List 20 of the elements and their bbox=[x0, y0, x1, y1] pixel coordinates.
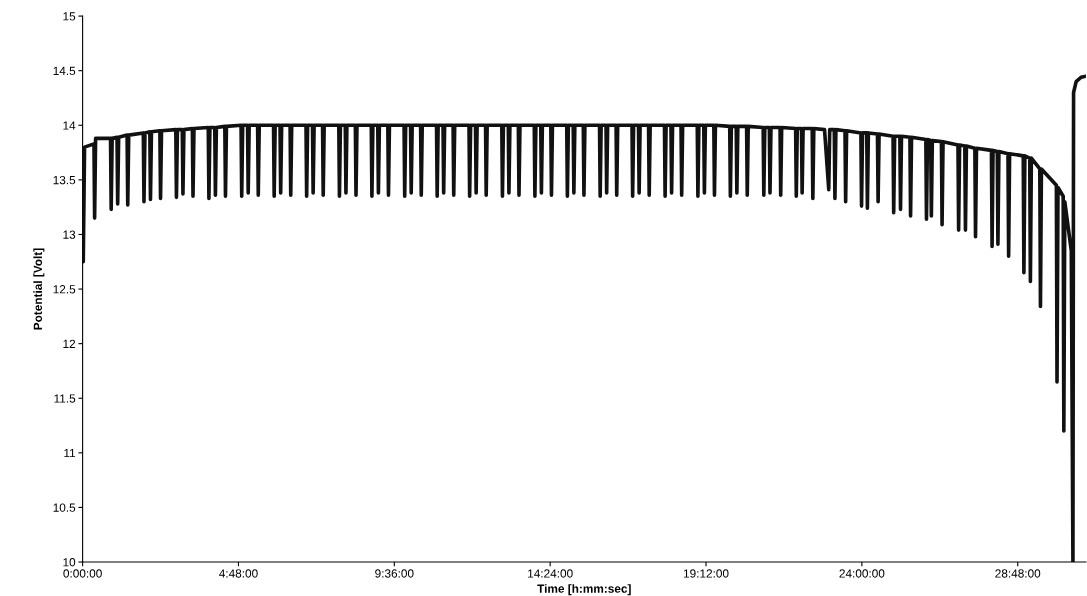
x-tick-label: 4:48:00 bbox=[219, 569, 258, 578]
y-tick-label: 13.5 bbox=[53, 175, 76, 185]
y-tick-label: 10 bbox=[63, 558, 76, 567]
x-axis-title: Time [h:mm:sec] bbox=[537, 584, 631, 596]
y-axis-title: Potential [Volt] bbox=[33, 248, 45, 330]
x-tick-label: 0:00:00 bbox=[63, 569, 102, 578]
y-tick-label: 10.5 bbox=[53, 503, 76, 512]
x-tick-label: 28:48:00 bbox=[995, 569, 1041, 578]
y-tick-label: 14.5 bbox=[53, 66, 76, 76]
y-tick-label: 14 bbox=[63, 121, 76, 130]
x-tick-label: 24:00:00 bbox=[839, 569, 885, 578]
y-tick-label: 11 bbox=[64, 449, 76, 458]
y-tick-label: 12.5 bbox=[53, 285, 76, 294]
y-tick-label: 11.5 bbox=[54, 394, 76, 403]
y-tick-label: 15 bbox=[63, 12, 76, 21]
y-tick-label: 12 bbox=[63, 339, 76, 348]
y-tick-label: 13 bbox=[63, 230, 76, 239]
x-tick-label: 9:36:00 bbox=[375, 569, 414, 578]
x-tick-label: 14:24:00 bbox=[528, 569, 573, 578]
x-tick-label: 19:12:00 bbox=[683, 569, 729, 578]
